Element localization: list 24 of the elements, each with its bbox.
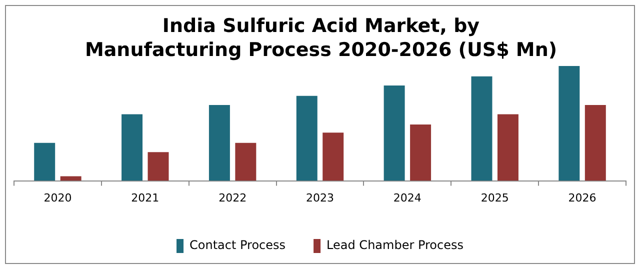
x-tick-label: 2022 bbox=[218, 191, 247, 204]
bar bbox=[208, 105, 230, 181]
bar bbox=[410, 124, 432, 181]
bar bbox=[122, 114, 143, 181]
bar bbox=[296, 96, 318, 181]
bar bbox=[384, 86, 405, 181]
x-tick-label: 2024 bbox=[393, 191, 422, 204]
bar bbox=[148, 152, 169, 181]
legend-label: Lead Chamber Process bbox=[326, 238, 464, 252]
chart-title: India Sulfuric Acid Market, by Manufacturing Process 2020-2026 (US$ Mn) bbox=[84, 14, 558, 62]
legend-label: Contact Process bbox=[190, 238, 286, 252]
bar bbox=[34, 142, 56, 181]
bar bbox=[322, 132, 344, 181]
x-tick-label: 2025 bbox=[480, 191, 509, 204]
bar bbox=[471, 76, 492, 181]
bar bbox=[558, 66, 580, 181]
x-tick-label: 2026 bbox=[568, 191, 596, 204]
x-tick-label: 2020 bbox=[44, 191, 72, 204]
x-tick-label: 2023 bbox=[306, 191, 334, 204]
bar bbox=[584, 105, 606, 181]
bar bbox=[60, 176, 82, 181]
bar bbox=[497, 114, 518, 181]
x-tick-label: 2021 bbox=[131, 191, 160, 204]
bar bbox=[235, 142, 256, 181]
